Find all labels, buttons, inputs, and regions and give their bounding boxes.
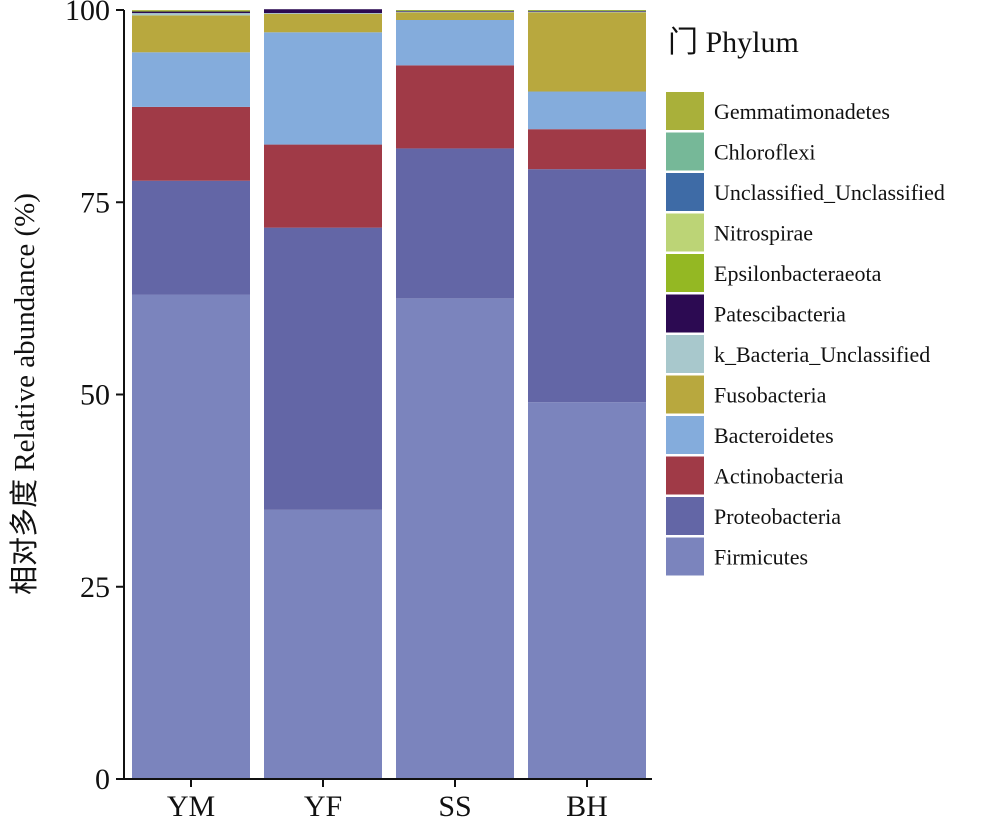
y-tick-label: 100 [65,0,110,27]
bar-ym-firmicutes [132,294,250,779]
bar-ss-epsilonbacteraeota [396,10,514,11]
legend-title: 门 Phylum [668,26,799,59]
bar-yf-actinobacteria [264,144,382,228]
bar-yf-fusobacteria [264,13,382,33]
legend-label-nitrospirae: Nitrospirae [714,221,813,246]
legend-label-bacteroidetes: Bacteroidetes [714,423,834,448]
bar-ss-k-bacteria-unclassified [396,11,514,13]
legend-label-firmicutes: Firmicutes [714,545,808,570]
y-tick-label: 25 [80,571,110,604]
y-tick-label: 0 [95,763,110,796]
legend-swatch-epsilonbacteraeota [666,254,704,292]
legend-label-patescibacteria: Patescibacteria [714,302,846,327]
bar-ym-proteobacteria [132,180,250,295]
bar-bh-bacteroidetes [528,91,646,130]
bar-bh-patescibacteria [528,10,646,12]
bar-ym-fusobacteria [132,15,250,53]
bar-bh-fusobacteria [528,12,646,92]
legend-label-unclassified-unclassified: Unclassified_Unclassified [714,180,945,205]
legend-swatch-chloroflexi [666,132,704,171]
bar-bh-k-bacteria-unclassified [528,11,646,13]
bar-ss-firmicutes [396,298,514,779]
legend-swatch-bacteroidetes [666,416,704,454]
legend-label-fusobacteria: Fusobacteria [714,383,827,408]
legend-label-chloroflexi: Chloroflexi [714,140,815,165]
legend-swatch-nitrospirae [666,213,704,252]
legend-items: Gemmatimonadetes Chloroflexi Unclassified_… [666,92,945,576]
bar-ym-k-bacteria-unclassified [132,13,250,16]
legend-label-epsilonbacteraeota: Epsilonbacteraeota [714,261,882,286]
legend-swatch-proteobacteria [666,497,704,535]
bar-bh-firmicutes [528,402,646,779]
x-tick-label-bh: BH [566,790,608,820]
bar-yf-proteobacteria [264,227,382,510]
bar-yf-k-bacteria-unclassified [264,13,382,14]
y-axis-label: 相对多度 Relative abundance (%) [8,193,41,595]
legend-swatch-gemmatimonadetes [666,92,704,130]
legend-swatch-patescibacteria [666,294,704,333]
x-tick-label-ym: YM [167,790,215,820]
bar-yf-firmicutes [264,509,382,779]
y-ticks: 0 25 50 75 100 [65,0,124,796]
bars-layer [132,9,646,779]
y-tick-label: 75 [80,186,110,219]
legend-label-k-bacteria-unclassified: k_Bacteria_Unclassified [714,342,930,367]
bar-yf-patescibacteria [264,9,382,14]
bar-ym-epsilonbacteraeota [132,10,250,12]
legend-label-gemmatimonadetes: Gemmatimonadetes [714,99,890,124]
legend-swatch-k-bacteria-unclassified [666,335,704,373]
legend-label-proteobacteria: Proteobacteria [714,504,841,529]
bar-ss-patescibacteria [396,10,514,12]
legend-swatch-unclassified-unclassified [666,173,704,211]
bar-ss-proteobacteria [396,148,514,299]
bar-ym-gemmatimonadetes [132,10,250,11]
bar-ym-patescibacteria [132,11,250,14]
bar-bh-proteobacteria [528,169,646,403]
y-tick-label: 50 [80,379,110,412]
legend-swatch-actinobacteria [666,456,704,495]
legend-label-actinobacteria: Actinobacteria [714,464,844,489]
bar-ss-fusobacteria [396,12,514,20]
x-ticks: YM YF SS BH [167,779,608,820]
bar-ym-actinobacteria [132,106,250,181]
bar-ss-bacteroidetes [396,19,514,66]
bar-yf-bacteroidetes [264,32,382,145]
bar-ym-bacteroidetes [132,52,250,107]
legend-swatch-fusobacteria [666,375,704,414]
x-tick-label-ss: SS [438,790,471,820]
legend-swatch-firmicutes [666,537,704,576]
x-tick-label-yf: YF [304,790,342,820]
legend: 门 Phylum Gemmatimonadetes Chloroflexi Uncl… [666,26,945,576]
bar-bh-epsilonbacteraeota [528,10,646,11]
bar-ss-actinobacteria [396,65,514,149]
bar-bh-actinobacteria [528,129,646,170]
